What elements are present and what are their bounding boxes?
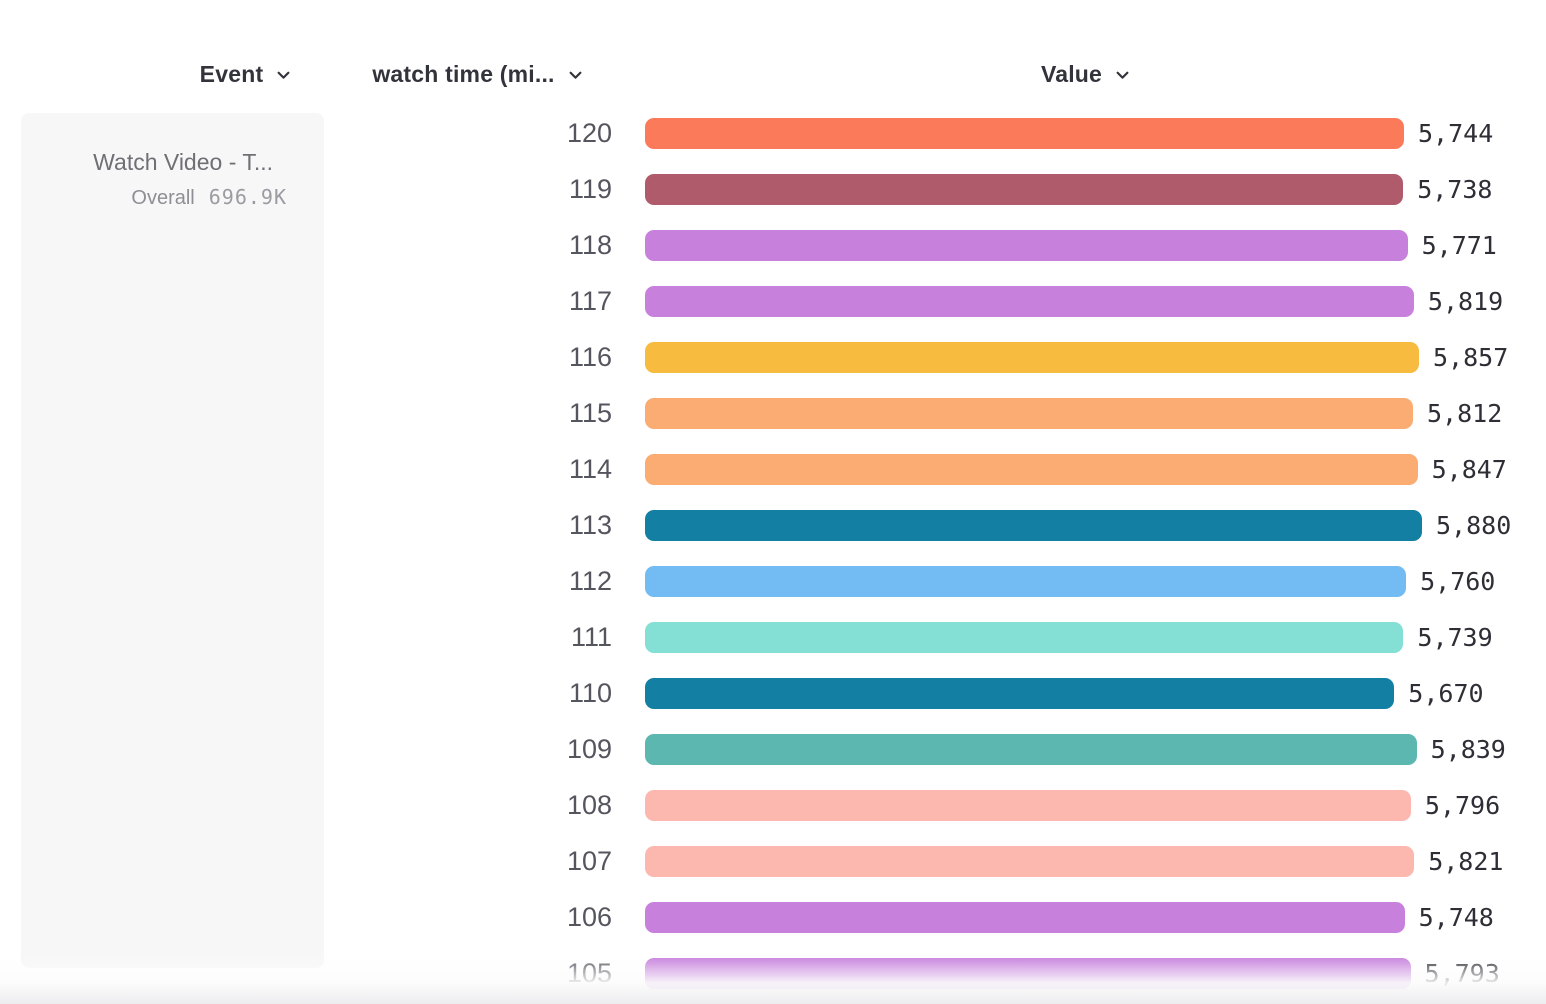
bar[interactable] <box>645 621 1404 653</box>
bar[interactable] <box>645 397 1413 429</box>
bar-row: 117 5,819 <box>0 273 1546 329</box>
bar[interactable] <box>645 285 1414 317</box>
bar-row: 107 5,821 <box>0 833 1546 889</box>
bucket-label: 117 <box>568 285 612 316</box>
bar[interactable] <box>645 565 1407 597</box>
bar-row: 105 5,793 <box>0 945 1546 1001</box>
bar[interactable] <box>645 845 1415 877</box>
bar-row: 115 5,812 <box>0 385 1546 441</box>
bucket-label: 108 <box>566 789 612 820</box>
bucket-label: 110 <box>568 677 612 708</box>
event-column-label: Event <box>199 60 264 87</box>
bar-value-label: 5,793 <box>1424 958 1500 988</box>
bar[interactable] <box>645 453 1418 485</box>
bar-value-label: 5,821 <box>1428 846 1504 876</box>
bar-row: 118 5,771 <box>0 217 1546 273</box>
bar-value-label: 5,738 <box>1417 174 1493 204</box>
bar-value-label: 5,771 <box>1421 230 1497 260</box>
bar[interactable] <box>645 901 1405 933</box>
bar[interactable] <box>645 677 1395 709</box>
bucket-label: 114 <box>568 453 612 484</box>
event-panel[interactable]: Watch Video - T... Overall 696.9K <box>21 113 324 968</box>
bar[interactable] <box>645 789 1411 821</box>
bar-row: 110 5,670 <box>0 665 1546 721</box>
chevron-down-icon <box>277 71 290 79</box>
bar-row: 106 5,748 <box>0 889 1546 945</box>
bar-row: 114 5,847 <box>0 441 1546 497</box>
bar-row: 112 5,760 <box>0 553 1546 609</box>
chevron-down-icon <box>1116 71 1129 79</box>
bar[interactable] <box>645 341 1419 373</box>
bucket-label: 111 <box>570 621 612 652</box>
bucket-label: 109 <box>566 733 612 764</box>
bucket-label: 112 <box>568 565 612 596</box>
event-metric: Overall 696.9K <box>21 185 324 210</box>
bucket-label: 116 <box>568 341 612 372</box>
bar-value-label: 5,796 <box>1424 790 1501 820</box>
bar-row: 109 5,839 <box>0 721 1546 777</box>
bar-row: 113 5,880 <box>0 497 1546 553</box>
bar[interactable] <box>645 173 1404 205</box>
value-column-label: Value <box>1040 60 1103 87</box>
bar-row: 111 5,739 <box>0 609 1546 665</box>
watch-time-column-label: watch time (mi... <box>372 60 555 87</box>
bar-value-label: 5,839 <box>1430 734 1506 764</box>
bar-value-label: 5,880 <box>1436 510 1512 540</box>
column-headers: Event watch time (mi... Value <box>0 56 1546 92</box>
bar-value-label: 5,744 <box>1418 118 1494 148</box>
bar-row: 108 5,796 <box>0 777 1546 833</box>
bucket-label: 120 <box>566 117 612 148</box>
bar-chart-rows: 120 5,744 119 5,738 118 5,771 117 5,819 … <box>0 105 1546 1001</box>
bar-row: 119 5,738 <box>0 161 1546 217</box>
bucket-label: 106 <box>566 901 612 932</box>
bar-value-label: 5,812 <box>1427 398 1503 428</box>
bar-row: 120 5,744 <box>0 105 1546 161</box>
bucket-label: 105 <box>566 957 612 988</box>
bucket-label: 118 <box>568 229 612 260</box>
bucket-label: 107 <box>566 845 612 876</box>
bar[interactable] <box>645 229 1408 261</box>
event-column-header[interactable]: Event <box>125 56 365 92</box>
bar[interactable] <box>645 733 1417 765</box>
bar[interactable] <box>645 509 1422 541</box>
bar-value-label: 5,739 <box>1417 622 1493 652</box>
bucket-label: 113 <box>568 509 612 540</box>
value-column-header[interactable]: Value <box>960 56 1210 92</box>
bar-value-label: 5,760 <box>1420 566 1496 596</box>
event-metric-label: Overall <box>131 187 195 209</box>
event-title: Watch Video - T... <box>93 149 273 175</box>
watch-time-column-header[interactable]: watch time (mi... <box>337 56 617 92</box>
bar-value-label: 5,670 <box>1408 678 1484 708</box>
bar-value-label: 5,847 <box>1431 454 1507 484</box>
event-metric-value: 696.9K <box>208 185 287 209</box>
bar[interactable] <box>645 117 1404 149</box>
chevron-down-icon <box>569 71 582 79</box>
bar-value-label: 5,857 <box>1433 342 1509 372</box>
bar-row: 116 5,857 <box>0 329 1546 385</box>
bucket-label: 119 <box>568 173 612 204</box>
bar-value-label: 5,748 <box>1418 902 1494 932</box>
bar-value-label: 5,819 <box>1427 286 1504 316</box>
bucket-label: 115 <box>568 397 612 428</box>
bar[interactable] <box>645 957 1411 989</box>
